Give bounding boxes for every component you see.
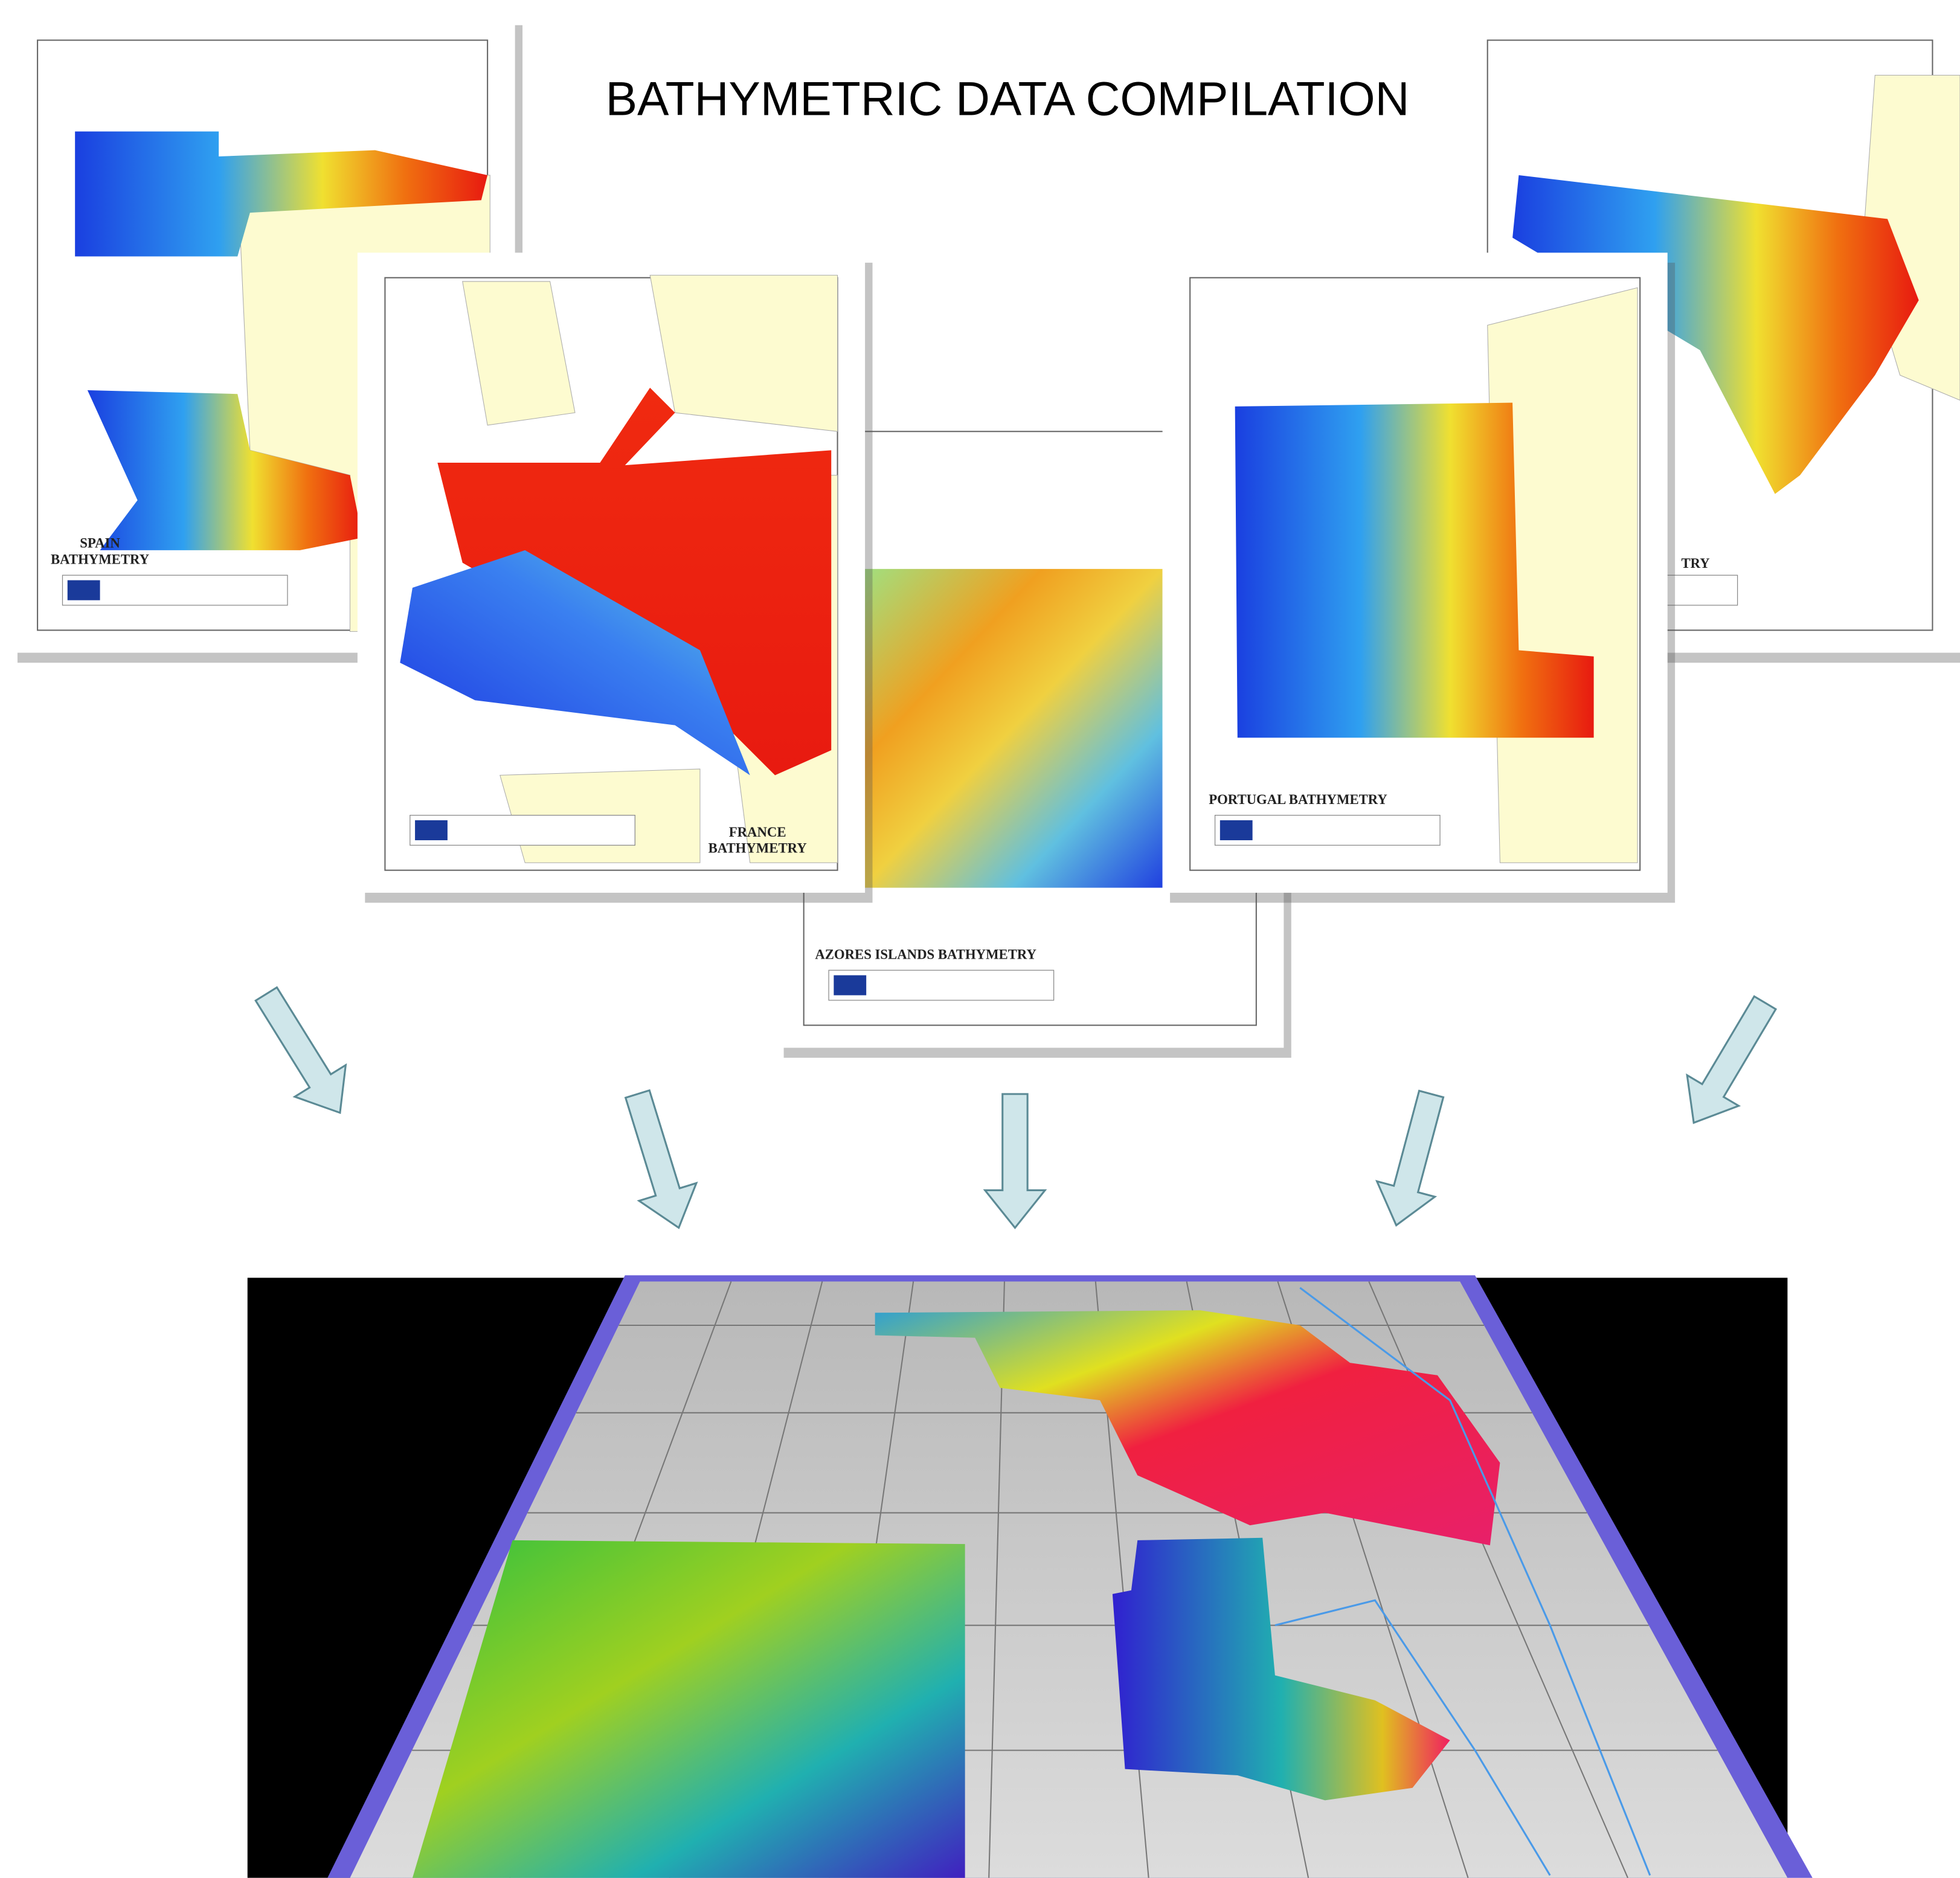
bathymetry	[75, 131, 488, 257]
arrow	[254, 986, 347, 1114]
map-label: AZORES ISLANDS BATHYMETRY	[815, 947, 1036, 962]
eu-flag	[834, 975, 867, 995]
map-label: BATHYMETRY	[51, 552, 149, 567]
map-label: TRY	[1681, 556, 1709, 571]
land	[462, 281, 576, 426]
coastline	[1299, 1287, 1651, 1876]
bathymetry	[862, 568, 1163, 888]
eu-flag	[1219, 820, 1253, 841]
land	[649, 275, 838, 432]
eu-flag	[415, 820, 448, 841]
france-surface	[875, 1310, 1500, 1546]
eu-flag	[67, 580, 100, 600]
map-label: PORTUGAL BATHYMETRY	[1209, 792, 1387, 807]
azores-surface	[412, 1540, 965, 1878]
map-label: BATHYMETRY	[708, 841, 807, 856]
arrow	[1375, 1089, 1445, 1227]
arrow	[983, 1093, 1047, 1230]
arrow	[624, 1089, 698, 1229]
portugal-surface	[1112, 1537, 1450, 1801]
bathymetry	[437, 387, 832, 776]
bathymetry	[400, 550, 750, 776]
bathymetry	[1235, 402, 1594, 738]
title: BATHYMETRIC DATA COMPILATION	[606, 72, 1410, 126]
map-label: SPAIN	[80, 536, 120, 551]
coastline	[1274, 1599, 1551, 1876]
arrow	[1686, 995, 1778, 1124]
bathymetry	[87, 390, 363, 550]
map-label: FRANCE	[729, 825, 786, 840]
